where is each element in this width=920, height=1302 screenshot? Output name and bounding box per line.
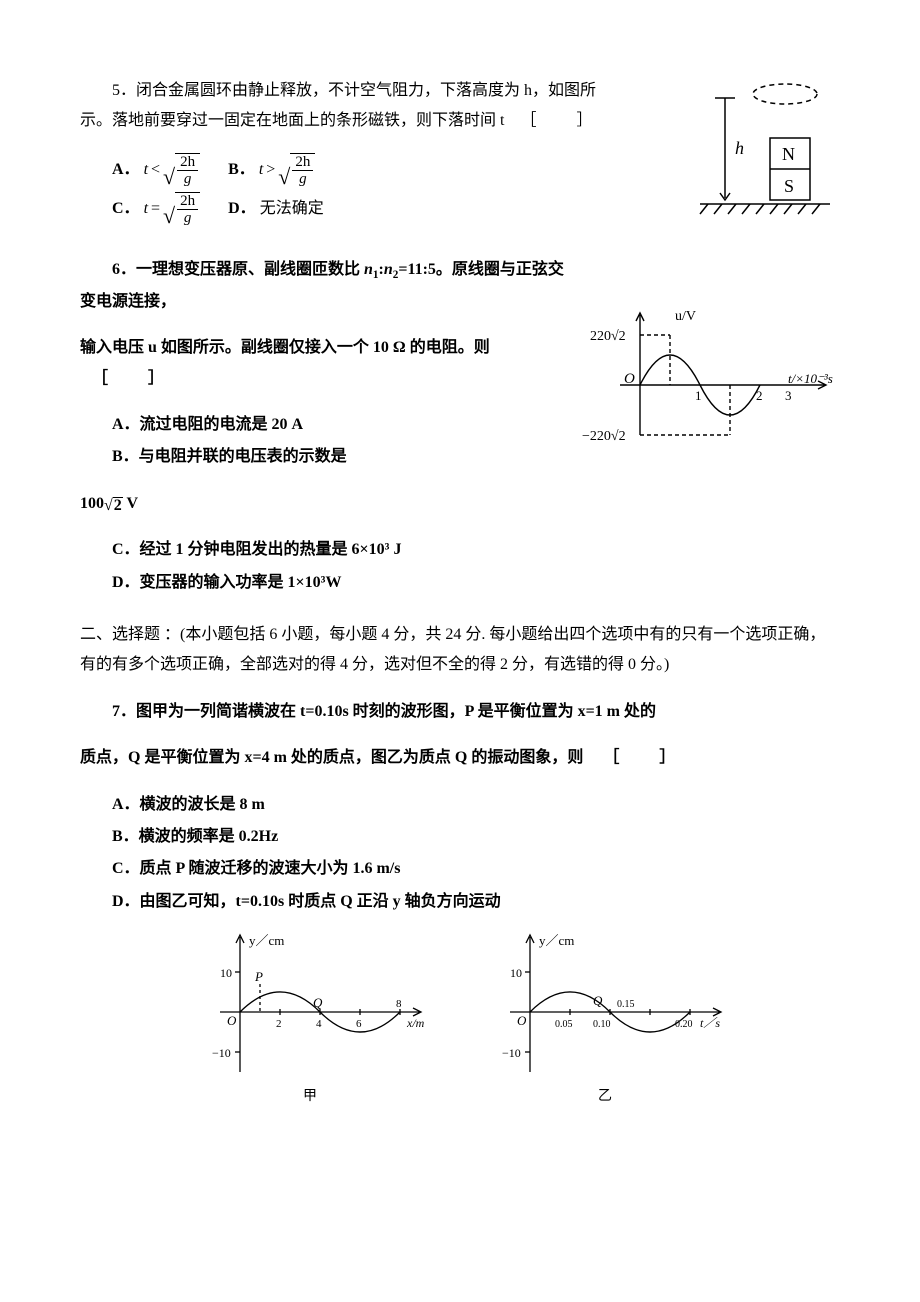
q6-xlabel: t/×10⁻³s bbox=[788, 371, 833, 386]
q7-right-svg: y／cm 10 −10 O Q 0.05 0.10 0.15 0.20 t／s bbox=[475, 927, 735, 1082]
q5-b-t: t bbox=[259, 155, 263, 185]
q7-figures: y／cm 10 −10 O P Q 2 4 6 8 x/m 甲 bbox=[80, 927, 840, 1111]
q7-opt-b: B．横波的频率是 0.2Hz bbox=[80, 822, 840, 852]
q5-b-num: 2h bbox=[292, 154, 313, 172]
q6-figure: u/V 220√2 −220√2 O 1 2 3 t/×10⁻³s bbox=[580, 305, 840, 466]
q7l-Q: Q bbox=[313, 995, 323, 1010]
q5-opt-b: B． t > √ 2hg bbox=[228, 153, 315, 188]
q6-b-sqrt2: 2 bbox=[113, 497, 123, 514]
q5-b-rel: > bbox=[266, 155, 275, 185]
q7l-ytop: 10 bbox=[220, 966, 232, 980]
q7l-x2: 2 bbox=[276, 1018, 282, 1030]
q7l-x8: 8 bbox=[396, 998, 402, 1010]
q5-opt-c: C． t = √ 2hg bbox=[112, 192, 200, 227]
q7r-ytop: 10 bbox=[510, 966, 522, 980]
q7r-x2: 0.10 bbox=[593, 1019, 611, 1030]
q7-opt-d: D．由图乙可知，t=0.10s 时质点 Q 正沿 y 轴负方向运动 bbox=[80, 887, 840, 917]
q7l-xlabel: x/m bbox=[406, 1016, 425, 1030]
q6-ytop: 220√2 bbox=[590, 329, 626, 344]
q5-a-t: t bbox=[144, 155, 148, 185]
q7r-O: O bbox=[517, 1013, 527, 1028]
q5-opt-d: D． 无法确定 bbox=[228, 194, 324, 224]
q5-svg: h N S bbox=[630, 76, 840, 226]
q6-stem-c: 输入电压 u 如图所示。副线圈仅接入一个 10 Ω 的电阻。则 bbox=[80, 339, 490, 356]
q5-figure: h N S bbox=[630, 76, 840, 237]
q6-b-unit: V bbox=[123, 495, 138, 512]
q5-a-prefix: A． bbox=[112, 161, 140, 178]
q7-fig-left: y／cm 10 −10 O P Q 2 4 6 8 x/m 甲 bbox=[185, 927, 435, 1111]
q7l-O: O bbox=[227, 1013, 237, 1028]
q7-fig-right: y／cm 10 −10 O Q 0.05 0.10 0.15 0.20 t／s … bbox=[475, 927, 735, 1111]
q7-left-svg: y／cm 10 −10 O P Q 2 4 6 8 x/m bbox=[185, 927, 435, 1082]
q5-c-prefix: C． bbox=[112, 200, 140, 217]
q5-a-den: g bbox=[181, 171, 195, 188]
q5-N: N bbox=[782, 144, 795, 164]
q5-d-prefix: D． bbox=[228, 200, 256, 217]
q7l-x4: 4 bbox=[316, 1018, 322, 1030]
q7r-x1: 0.05 bbox=[555, 1019, 573, 1030]
question-7: 7．图甲为一列简谐横波在 t=0.10s 时刻的波形图，P 是平衡位置为 x=1… bbox=[80, 697, 840, 1111]
q5-d-text: 无法确定 bbox=[260, 200, 324, 217]
q5-c-rel: = bbox=[151, 194, 160, 224]
q5-a-num: 2h bbox=[177, 154, 198, 172]
q6-opt-d: D．变压器的输入功率是 1×10³W bbox=[80, 568, 840, 598]
q7-stem-b-line: 质点，Q 是平衡位置为 x=4 m 处的质点，图乙为质点 Q 的振动图象，则 ［… bbox=[80, 743, 840, 773]
q6-stem-a: 6．一理想变压器原、副线圈匝数比 bbox=[112, 261, 364, 278]
q7-stem-a: 7．图甲为一列简谐横波在 t=0.10s 时刻的波形图，P 是平衡位置为 x=1… bbox=[80, 697, 840, 727]
question-6: u/V 220√2 −220√2 O 1 2 3 t/×10⁻³s 6．一理想变… bbox=[80, 255, 840, 600]
q7l-ybot: −10 bbox=[212, 1046, 231, 1060]
q5-bracket: ［ ］ bbox=[520, 112, 604, 129]
q6-opt-b-tail: 100√2 V bbox=[80, 489, 840, 519]
q7l-P: P bbox=[254, 969, 263, 984]
q7r-Q: Q bbox=[593, 993, 603, 1008]
q7-left-caption: 甲 bbox=[303, 1084, 317, 1111]
q7r-x3: 0.15 bbox=[617, 999, 635, 1010]
q5-a-rel: < bbox=[151, 155, 160, 185]
q7l-ylabel: y／cm bbox=[249, 933, 284, 948]
q5-c-t: t bbox=[144, 194, 148, 224]
q6-ybot: −220√2 bbox=[582, 429, 626, 444]
q6-opt-c: C．经过 1 分钟电阻发出的热量是 6×10³ J bbox=[80, 535, 840, 565]
section-2-heading: 二、选择题 ：(本小题包括 6 小题，每小题 4 分，共 24 分. 每小题给出… bbox=[80, 620, 840, 681]
q5-c-den: g bbox=[181, 210, 195, 227]
q7r-ybot: −10 bbox=[502, 1046, 521, 1060]
q6-O: O bbox=[624, 371, 635, 387]
q6-svg: u/V 220√2 −220√2 O 1 2 3 t/×10⁻³s bbox=[580, 305, 840, 455]
q6-x3: 3 bbox=[785, 388, 792, 403]
q7-opt-a: A．横波的波长是 8 m bbox=[80, 790, 840, 820]
q5-opt-a: A． t < √ 2hg bbox=[112, 153, 200, 188]
q7-bracket: ［ ］ bbox=[603, 749, 687, 766]
q6-bracket: ［ ］ bbox=[92, 370, 176, 387]
q7-opt-c: C．质点 P 随波迁移的波速大小为 1.6 m/s bbox=[80, 854, 840, 884]
q5-b-prefix: B． bbox=[228, 161, 255, 178]
q7-stem-b: 质点，Q 是平衡位置为 x=4 m 处的质点，图乙为质点 Q 的振动图象，则 bbox=[80, 749, 583, 766]
q7-right-caption: 乙 bbox=[598, 1084, 612, 1111]
q5-h-label: h bbox=[735, 138, 744, 158]
q6-x1: 1 bbox=[695, 388, 702, 403]
q5-b-den: g bbox=[296, 171, 310, 188]
q7l-x6: 6 bbox=[356, 1018, 362, 1030]
q6-b-100: 100 bbox=[80, 495, 104, 512]
question-5: h N S 5．闭合金属圆环由静止释放，不计空气阻力，下落高度为 h，如图所示。… bbox=[80, 76, 840, 237]
q5-stem-text: 5．闭合金属圆环由静止释放，不计空气阻力，下落高度为 h，如图所示。落地前要穿过… bbox=[80, 82, 596, 129]
q5-c-num: 2h bbox=[177, 193, 198, 211]
q7r-ylabel: y／cm bbox=[539, 933, 574, 948]
q6-ylabel: u/V bbox=[675, 309, 696, 324]
q7r-xlabel: t／s bbox=[700, 1016, 720, 1030]
q5-S: S bbox=[784, 176, 794, 196]
q6-x2: 2 bbox=[756, 388, 763, 403]
q7r-x4: 0.20 bbox=[675, 1019, 693, 1030]
